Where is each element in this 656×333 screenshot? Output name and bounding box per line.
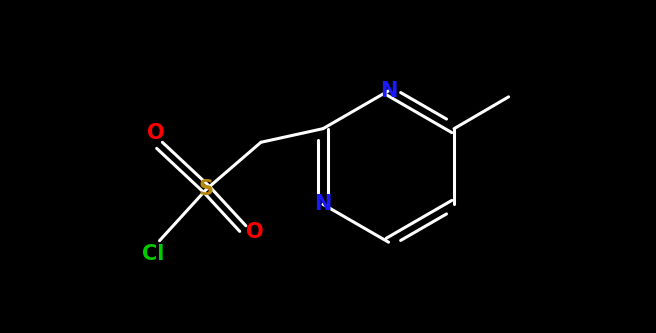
Text: S: S [199, 179, 214, 199]
Text: O: O [147, 123, 165, 143]
Text: O: O [246, 222, 264, 242]
Text: N: N [380, 81, 398, 101]
Text: Cl: Cl [142, 244, 165, 264]
Text: N: N [314, 194, 332, 214]
